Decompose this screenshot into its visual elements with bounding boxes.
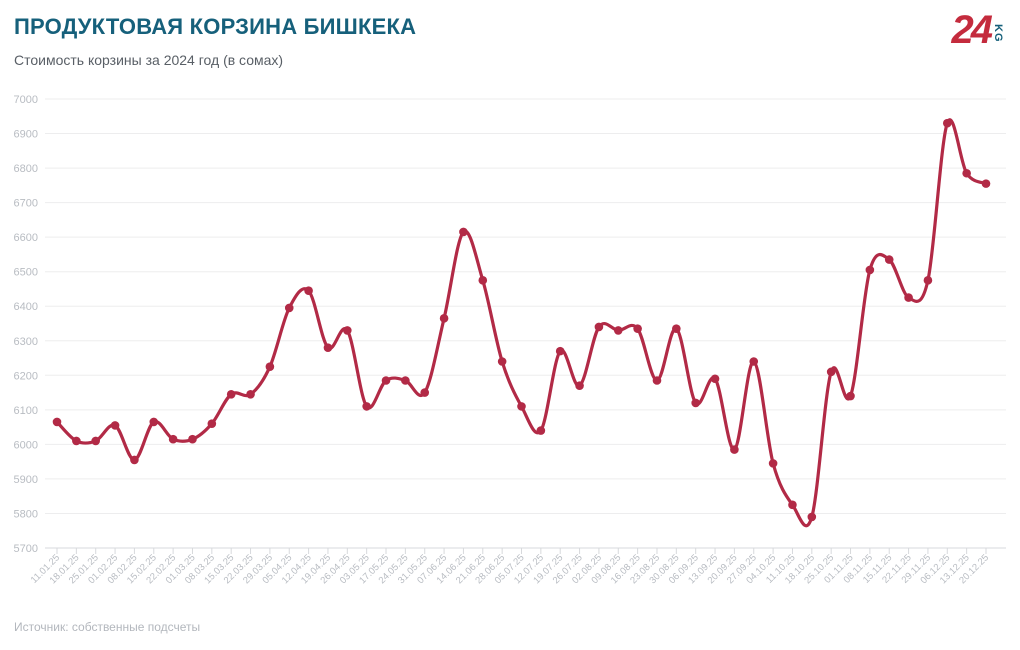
- logo-24-numeral: 24: [951, 8, 993, 52]
- data-point: [672, 324, 681, 333]
- data-point: [517, 402, 526, 411]
- y-axis-label: 6800: [14, 163, 38, 175]
- data-point: [343, 326, 352, 335]
- data-point: [401, 376, 410, 385]
- page-title: ПРОДУКТОВАЯ КОРЗИНА БИШКЕКА: [14, 14, 417, 39]
- data-point: [749, 357, 759, 366]
- data-point: [226, 390, 236, 399]
- data-point: [130, 455, 139, 465]
- y-axis-label: 6300: [14, 336, 38, 348]
- data-point: [846, 391, 855, 401]
- data-point: [981, 179, 991, 188]
- data-point: [807, 512, 817, 522]
- line-chart-svg: 5700 5800 5900 6000 6100 6200 6300 6400 6500 6600…: [14, 94, 1006, 586]
- data-point: [284, 303, 294, 313]
- data-point: [710, 374, 720, 384]
- data-point: [788, 500, 797, 510]
- data-point: [110, 421, 120, 430]
- data-point: [575, 381, 584, 390]
- y-axis-label: 6700: [14, 198, 38, 210]
- y-axis-label: 5700: [14, 543, 38, 555]
- data-point: [149, 417, 159, 427]
- data-point: [865, 265, 875, 275]
- basket-price-line-chart: 5700 5800 5900 6000 6100 6200 6300 6400 6500 6600…: [0, 88, 1020, 628]
- data-point: [594, 322, 604, 332]
- data-point: [691, 398, 700, 408]
- data-point: [265, 362, 275, 371]
- y-axis-label: 5900: [14, 474, 38, 486]
- data-point: [91, 436, 101, 446]
- data-point: [304, 286, 313, 295]
- source-note: Источник: собственные подсчеты: [14, 620, 201, 634]
- data-point: [478, 276, 488, 285]
- y-axis-label: 6900: [14, 129, 38, 141]
- data-point: [439, 314, 449, 323]
- data-point: [323, 343, 333, 352]
- data-point: [188, 434, 197, 444]
- data-point: [730, 445, 739, 454]
- y-axis-label: 6200: [14, 370, 38, 382]
- data-point: [613, 326, 623, 335]
- page-subtitle: Стоимость корзины за 2024 год (в сомах): [14, 52, 284, 68]
- y-axis-label: 6600: [14, 232, 38, 244]
- brand-logo-24kg: 24 KG: [952, 10, 1005, 50]
- data-point: [52, 417, 62, 427]
- y-axis-label: 7000: [14, 94, 38, 106]
- y-axis-label: 6500: [14, 267, 38, 279]
- series-line: [55, 118, 988, 528]
- data-point: [923, 276, 933, 285]
- data-point: [362, 402, 371, 411]
- data-point: [381, 376, 391, 385]
- y-axis-label: 6400: [14, 301, 38, 313]
- data-point: [459, 227, 468, 237]
- data-point: [904, 293, 913, 302]
- data-point: [826, 367, 836, 377]
- y-axis-label: 5800: [14, 508, 38, 520]
- data-point: [72, 436, 81, 446]
- data-point: [942, 118, 952, 128]
- data-point: [497, 357, 507, 366]
- data-point: [168, 434, 178, 444]
- data-point: [207, 419, 217, 428]
- data-point: [246, 390, 255, 399]
- y-axis-label: 6100: [14, 405, 38, 417]
- data-point: [884, 255, 894, 264]
- data-point: [420, 388, 430, 397]
- data-point: [633, 324, 642, 333]
- data-point: [555, 346, 565, 356]
- data-point: [768, 459, 778, 468]
- data-point: [652, 376, 662, 385]
- y-axis-label: 6000: [14, 439, 38, 451]
- data-point: [536, 426, 546, 435]
- logo-kg-label: KG: [992, 24, 1004, 43]
- data-point: [962, 168, 971, 178]
